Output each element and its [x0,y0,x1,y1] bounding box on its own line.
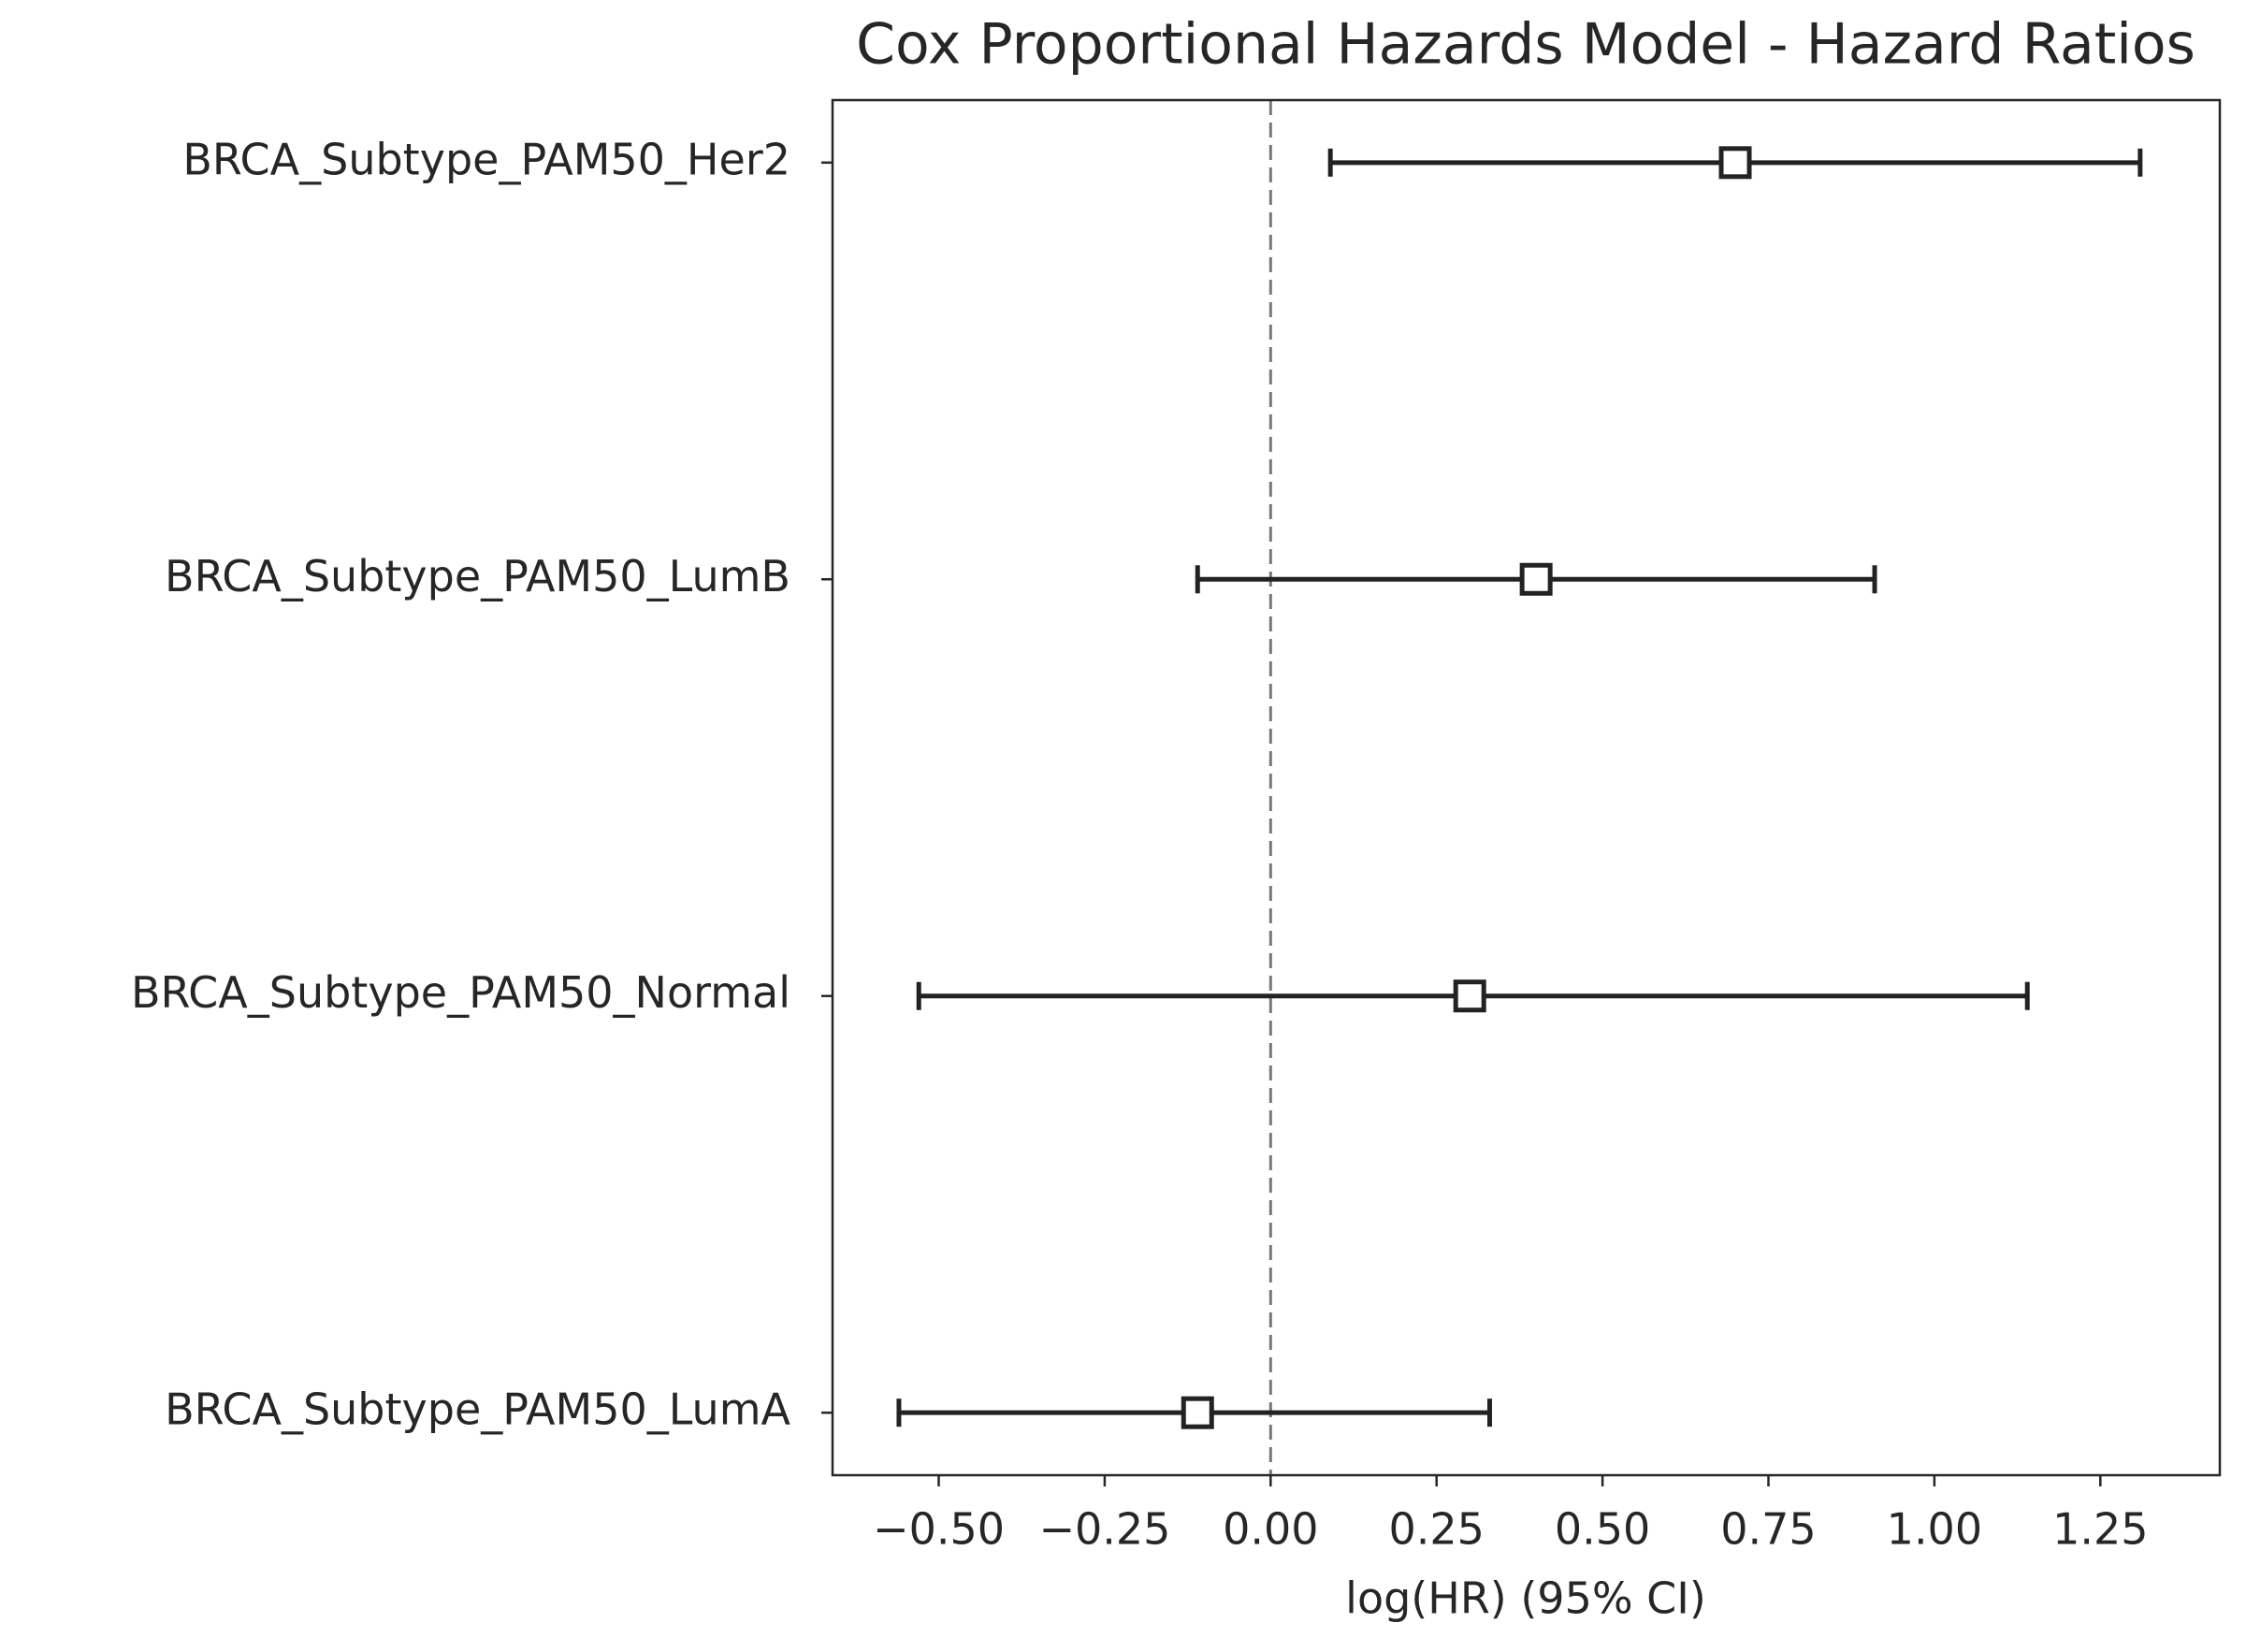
x-tick-label: 0.75 [1720,1504,1816,1555]
y-tick-label: BRCA_Subtype_PAM50_Her2 [182,134,790,184]
x-tick-label: 0.00 [1223,1504,1318,1555]
point-estimate [1453,979,1486,1013]
chart-title: Cox Proportional Hazards Model - Hazard … [856,12,2195,78]
point-estimate [1181,1396,1214,1429]
x-tick-label: 0.25 [1388,1504,1484,1555]
x-tick-label: 1.00 [1887,1504,1982,1555]
y-tick-label: BRCA_Subtype_PAM50_LumB [165,551,790,601]
x-axis-label: log(HR) (95% CI) [1345,1573,1706,1624]
x-tick-label: −0.50 [873,1504,1005,1555]
point-estimate [1718,146,1752,180]
point-estimate [1519,562,1553,596]
y-tick-label: BRCA_Subtype_PAM50_Normal [131,967,790,1018]
x-tick-label: −0.25 [1038,1504,1170,1555]
y-tick-label: BRCA_Subtype_PAM50_LumA [165,1384,790,1435]
x-tick-label: 0.50 [1555,1504,1650,1555]
x-tick-label: 1.25 [2052,1504,2148,1555]
plot-frame [831,98,2222,1477]
